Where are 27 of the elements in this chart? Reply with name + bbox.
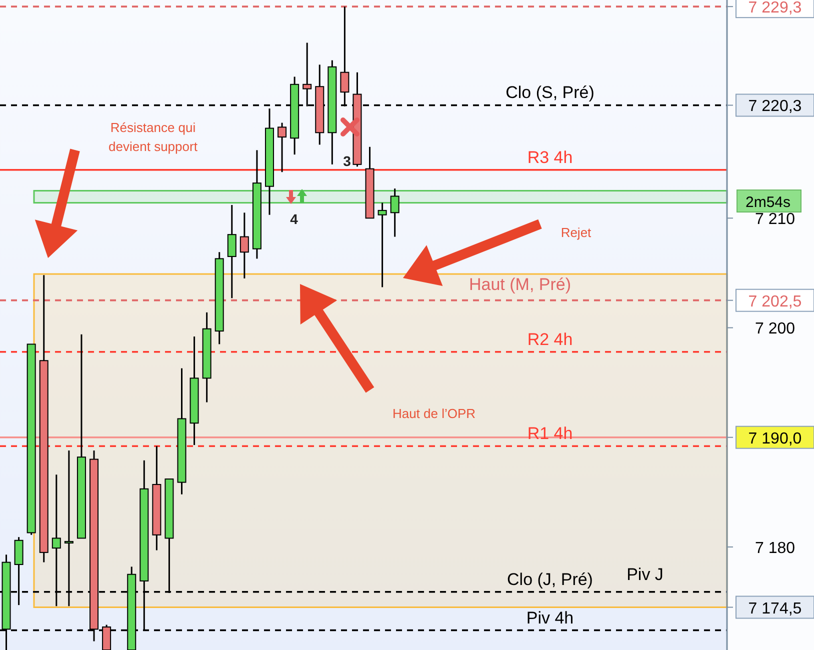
- band-label: Haut (M, Pré): [468, 275, 572, 294]
- annotation: Rejet: [560, 225, 592, 240]
- ref-line-label: Clo (S, Pré): [506, 83, 594, 102]
- annotation: Haut de l’OPR: [392, 406, 476, 421]
- candlestick: [378, 202, 387, 288]
- ref-line-label: Clo (J, Pré): [507, 570, 593, 589]
- ref-line-label: R1 4h: [527, 424, 573, 444]
- text: 2m54s: [745, 194, 791, 211]
- y-tick-label: 7 180: [754, 540, 796, 557]
- candlestick: [240, 212, 249, 280]
- annotation: Résistance qui devient support: [108, 120, 198, 154]
- annotation: Piv J: [626, 564, 664, 584]
- y-tick-label: 7 229,3: [748, 0, 802, 17]
- y-tick-label: 7 174,5: [748, 600, 802, 618]
- ref-line-label: R2 4h: [527, 330, 573, 349]
- annotation: 3: [343, 153, 352, 169]
- candlestick: [390, 188, 400, 238]
- y-tick-label: 7 190,0: [748, 430, 802, 448]
- ref-line-label: Piv 4h: [526, 608, 574, 628]
- y-tick-label: 7 202,5: [748, 293, 802, 310]
- candlestick: [278, 122, 287, 173]
- candlestick: [227, 204, 236, 299]
- y-tick-label: 7 200: [754, 320, 796, 338]
- y-tick-label: 7 210: [754, 211, 796, 228]
- ref-line-label: R3 4h: [527, 148, 573, 167]
- y-tick-label: 7 220,3: [748, 98, 802, 116]
- annotation: 4: [290, 211, 298, 227]
